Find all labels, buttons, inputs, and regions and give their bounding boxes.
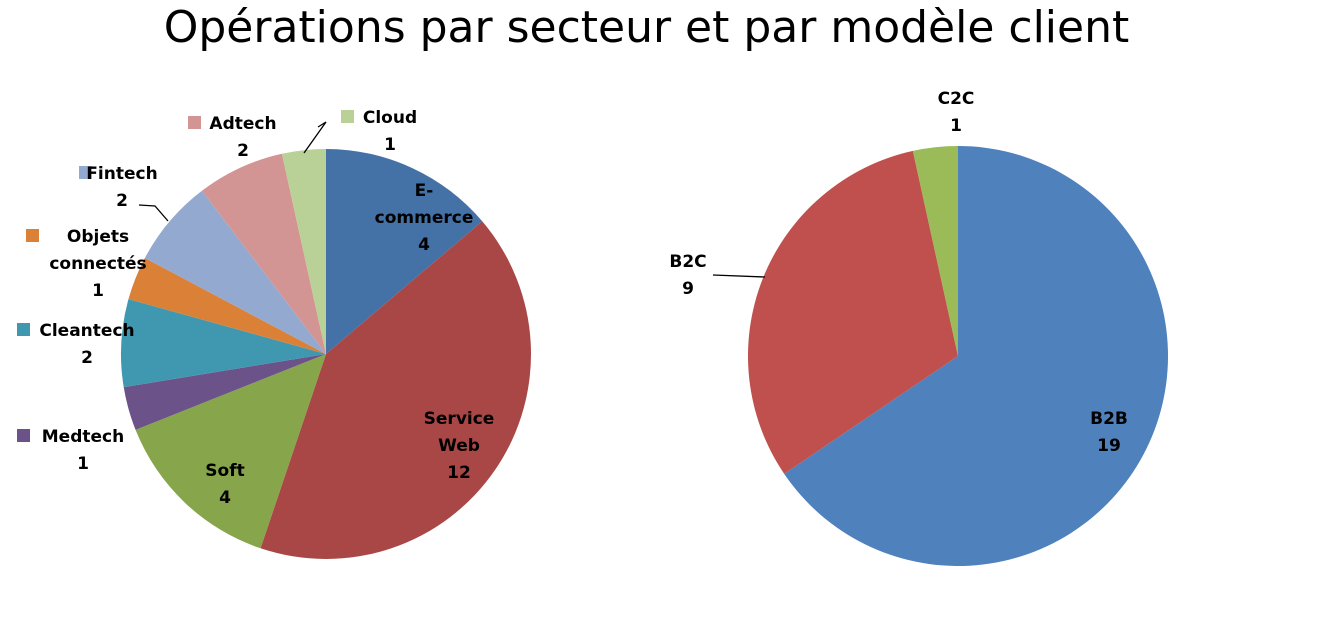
data-label-medtech: Medtech 1 [42,427,124,474]
legend-key-cloud [341,110,354,123]
pie-slice-cleantech [120,299,326,388]
data-label-objets-connectes: Objets connectés 1 [49,227,146,301]
data-label-e-commerce: E-commerce 4 [375,181,474,255]
data-label-service-web: Service Web 12 [424,409,495,483]
pie-chart-sector: E-commerce 4 Service Web 12 Soft 4 Medtech 1 Clea… [17,108,531,559]
pie-slice-fintech [144,190,326,354]
pie-slice-soft [135,354,326,549]
data-label-cleantech: Cleantech 2 [39,321,134,368]
chart-title: Opérations par secteur et par modèle cli… [163,2,1130,53]
legend-key-objets-connectes [26,229,39,242]
legend-key-cleantech [17,323,30,336]
data-label-c2c: C2C 1 [938,89,975,136]
data-label-b2c: B2C 9 [669,252,706,299]
data-label-b2b: B2B 19 [1090,409,1128,456]
pie-slice-cloud [281,149,326,354]
pie-slice-objets-connectes [128,257,326,354]
leader-line-fintech [138,204,169,222]
data-label-cloud: Cloud 1 [363,108,417,155]
pie-slice-service-web [260,221,531,559]
legend-key-medtech [17,429,30,442]
pie-slice-b2c [748,150,958,474]
data-label-fintech: Fintech 2 [86,164,157,211]
pie-slice-adtech [201,153,326,354]
pie-slice-medtech [123,354,326,430]
data-label-adtech: Adtech 2 [209,114,276,161]
pie-slice-b2b [784,146,1169,566]
pie-slice-e-commerce [326,149,483,354]
legend-key-fintech [79,166,92,179]
pie-chart-client-model: B2B 19 B2C 9 C2C 1 [669,89,1169,566]
pie-slice-c2c [912,146,958,356]
legend-key-adtech [188,116,201,129]
leader-line-b2c [712,274,766,278]
data-label-soft: Soft 4 [205,461,244,508]
leader-line-cloud [303,121,327,154]
